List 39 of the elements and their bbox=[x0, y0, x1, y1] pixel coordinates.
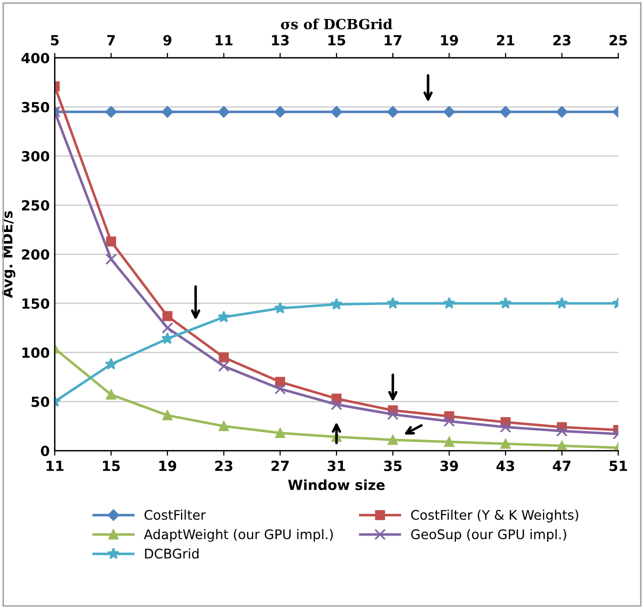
y-axis-title: Avg. MDE/s bbox=[2, 211, 16, 298]
x-tick-label: 11 bbox=[46, 460, 64, 471]
legend-label: AdaptWeight (our GPU impl.) bbox=[144, 529, 333, 542]
x2-tick-label: 15 bbox=[328, 35, 346, 46]
x-tick-label: 39 bbox=[440, 460, 458, 472]
x2-tick-label: 19 bbox=[441, 34, 458, 46]
x-tick-label: 15 bbox=[102, 460, 120, 472]
x-tick-label: 51 bbox=[610, 460, 627, 472]
x2-tick-label: 21 bbox=[496, 34, 514, 46]
y-tick-label: 350 bbox=[22, 102, 50, 112]
x-tick-label: 35 bbox=[384, 460, 402, 472]
x2-axis-title: σs of DCBGrid bbox=[280, 18, 392, 30]
x2-tick-label: 7 bbox=[107, 35, 115, 46]
legend-label: CostFilter (Y & K Weights) bbox=[411, 510, 578, 522]
y-tick-label: 0 bbox=[40, 446, 50, 456]
x2-tick-label: 17 bbox=[384, 35, 402, 46]
legend-label: CostFilter bbox=[144, 510, 206, 520]
x2-tick-label: 13 bbox=[272, 34, 289, 46]
x2-tick-label: 25 bbox=[610, 34, 627, 46]
y-tick-label: 150 bbox=[22, 298, 50, 309]
legend-label: GeoSup (our GPU impl.) bbox=[411, 529, 566, 542]
y-tick-label: 100 bbox=[22, 347, 50, 358]
x-tick-label: 43 bbox=[496, 460, 514, 472]
x2-tick-label: 5 bbox=[50, 35, 59, 46]
y-tick-label: 50 bbox=[32, 396, 50, 408]
x-tick-label: 31 bbox=[328, 460, 346, 472]
x-axis-title: Window size bbox=[288, 479, 385, 490]
x2-tick-label: 11 bbox=[216, 35, 232, 46]
legend-label: DCBGrid bbox=[145, 548, 198, 559]
x-tick-label: 23 bbox=[215, 460, 232, 472]
x2-tick-label: 9 bbox=[163, 34, 172, 46]
x2-tick-label: 23 bbox=[553, 34, 570, 46]
y-tick-label: 250 bbox=[22, 200, 50, 211]
x-tick-label: 27 bbox=[272, 460, 289, 471]
x-tick-label: 47 bbox=[552, 460, 570, 471]
y-tick-label: 400 bbox=[22, 52, 50, 64]
x-tick-label: 19 bbox=[159, 460, 176, 472]
y-tick-label: 300 bbox=[22, 151, 50, 162]
y-tick-label: 200 bbox=[22, 249, 50, 260]
